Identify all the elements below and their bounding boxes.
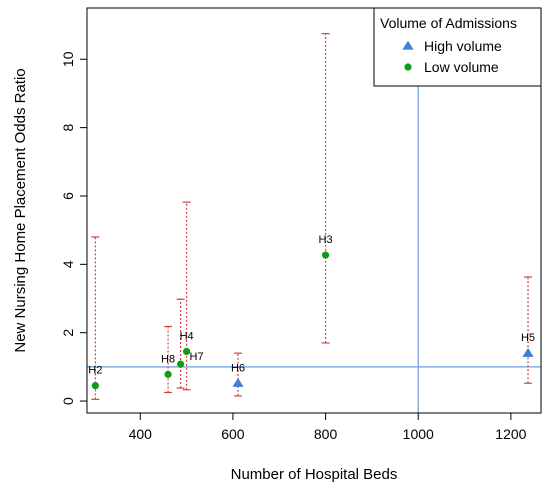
y-axis: 0 2 4 6 8 10 — [60, 51, 88, 405]
y-tick-label: 10 — [60, 51, 76, 67]
point-labels: H2 H8 H7 H4 H6 H3 H5 — [88, 234, 535, 377]
legend-marker-high-volume — [402, 40, 414, 50]
y-tick-label: 8 — [60, 124, 76, 132]
point-H5 — [522, 347, 534, 357]
legend-title: Volume of Admissions — [380, 15, 517, 31]
x-axis-title: Number of Hospital Beds — [231, 466, 398, 483]
point-H7 — [176, 360, 185, 368]
legend-entry-label: Low volume — [424, 59, 499, 75]
x-tick-label: 800 — [314, 426, 338, 442]
y-tick-label: 2 — [60, 329, 76, 337]
point-H2 — [91, 382, 99, 390]
point-label-H6: H6 — [231, 362, 245, 374]
y-axis-title: New Nursing Home Placement Odds Ratio — [12, 68, 29, 352]
point-H4 — [183, 347, 191, 356]
y-tick-label: 6 — [60, 192, 76, 200]
y-tick-label: 0 — [60, 397, 76, 405]
error-bars — [91, 33, 533, 400]
x-tick-label: 1200 — [495, 426, 526, 442]
point-label-H3: H3 — [319, 234, 333, 246]
y-tick-label: 4 — [60, 260, 76, 268]
x-tick-label: 1000 — [403, 426, 434, 442]
point-H8 — [164, 370, 172, 378]
x-axis: 400 600 800 1000 1200 — [129, 412, 527, 442]
x-tick-label: 400 — [129, 426, 153, 442]
legend-entry-label: High volume — [424, 38, 502, 54]
legend-entries: High volume Low volume — [402, 38, 502, 75]
point-label-H2: H2 — [88, 365, 102, 377]
point-label-H5: H5 — [521, 332, 535, 344]
legend-marker-low-volume — [404, 63, 412, 71]
point-H6 — [232, 378, 244, 387]
point-label-H8: H8 — [161, 353, 175, 365]
point-label-H7: H7 — [190, 351, 204, 363]
point-H3 — [321, 251, 330, 259]
point-label-H4: H4 — [180, 330, 194, 342]
data-points — [91, 251, 534, 390]
legend: Volume of Admissions High volume Low volu… — [373, 7, 542, 87]
x-tick-label: 600 — [221, 426, 245, 442]
legend-box — [373, 7, 542, 87]
